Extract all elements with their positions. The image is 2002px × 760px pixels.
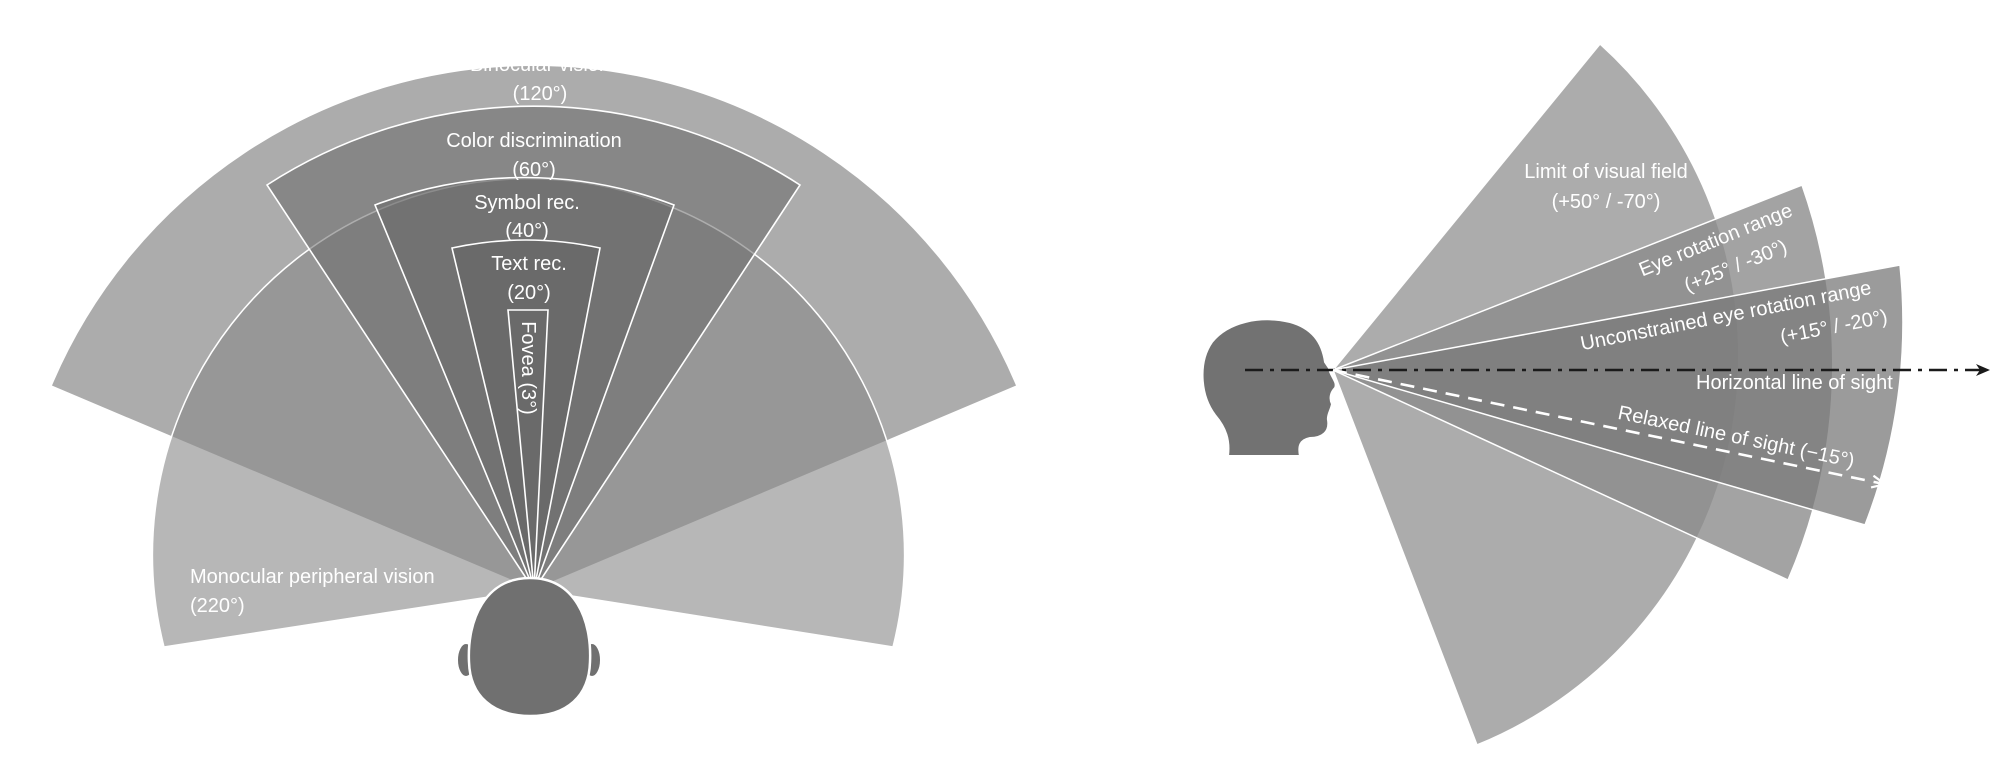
- text-rec-title: Text rec.: [491, 253, 567, 275]
- color-angle: (60°): [512, 159, 556, 181]
- monocular-title: Monocular peripheral vision: [190, 566, 435, 588]
- binocular-angle: (120°): [513, 83, 568, 105]
- color-title: Color discrimination: [446, 130, 622, 152]
- symbol-title: Symbol rec.: [474, 192, 580, 214]
- symbol-angle: (40°): [505, 220, 549, 242]
- monocular-angle: (220°): [190, 595, 245, 617]
- fovea-label: Fovea (3°): [517, 321, 539, 415]
- horizontal-line-label: Horizontal line of sight: [1696, 372, 1893, 394]
- side-view-diagram: Limit of visual field (+50° / -70°) Eye …: [1203, 44, 1988, 745]
- visual-field-limit-title: Limit of visual field: [1524, 161, 1687, 183]
- binocular-title: Binocular vision: [470, 54, 610, 76]
- text-rec-angle: (20°): [507, 282, 551, 304]
- head-side-view-icon: [1203, 319, 1336, 456]
- top-view-diagram: Binocular vision (120°) Color discrimina…: [51, 54, 1017, 716]
- visual-field-limit-angle: (+50° / -70°): [1552, 191, 1661, 213]
